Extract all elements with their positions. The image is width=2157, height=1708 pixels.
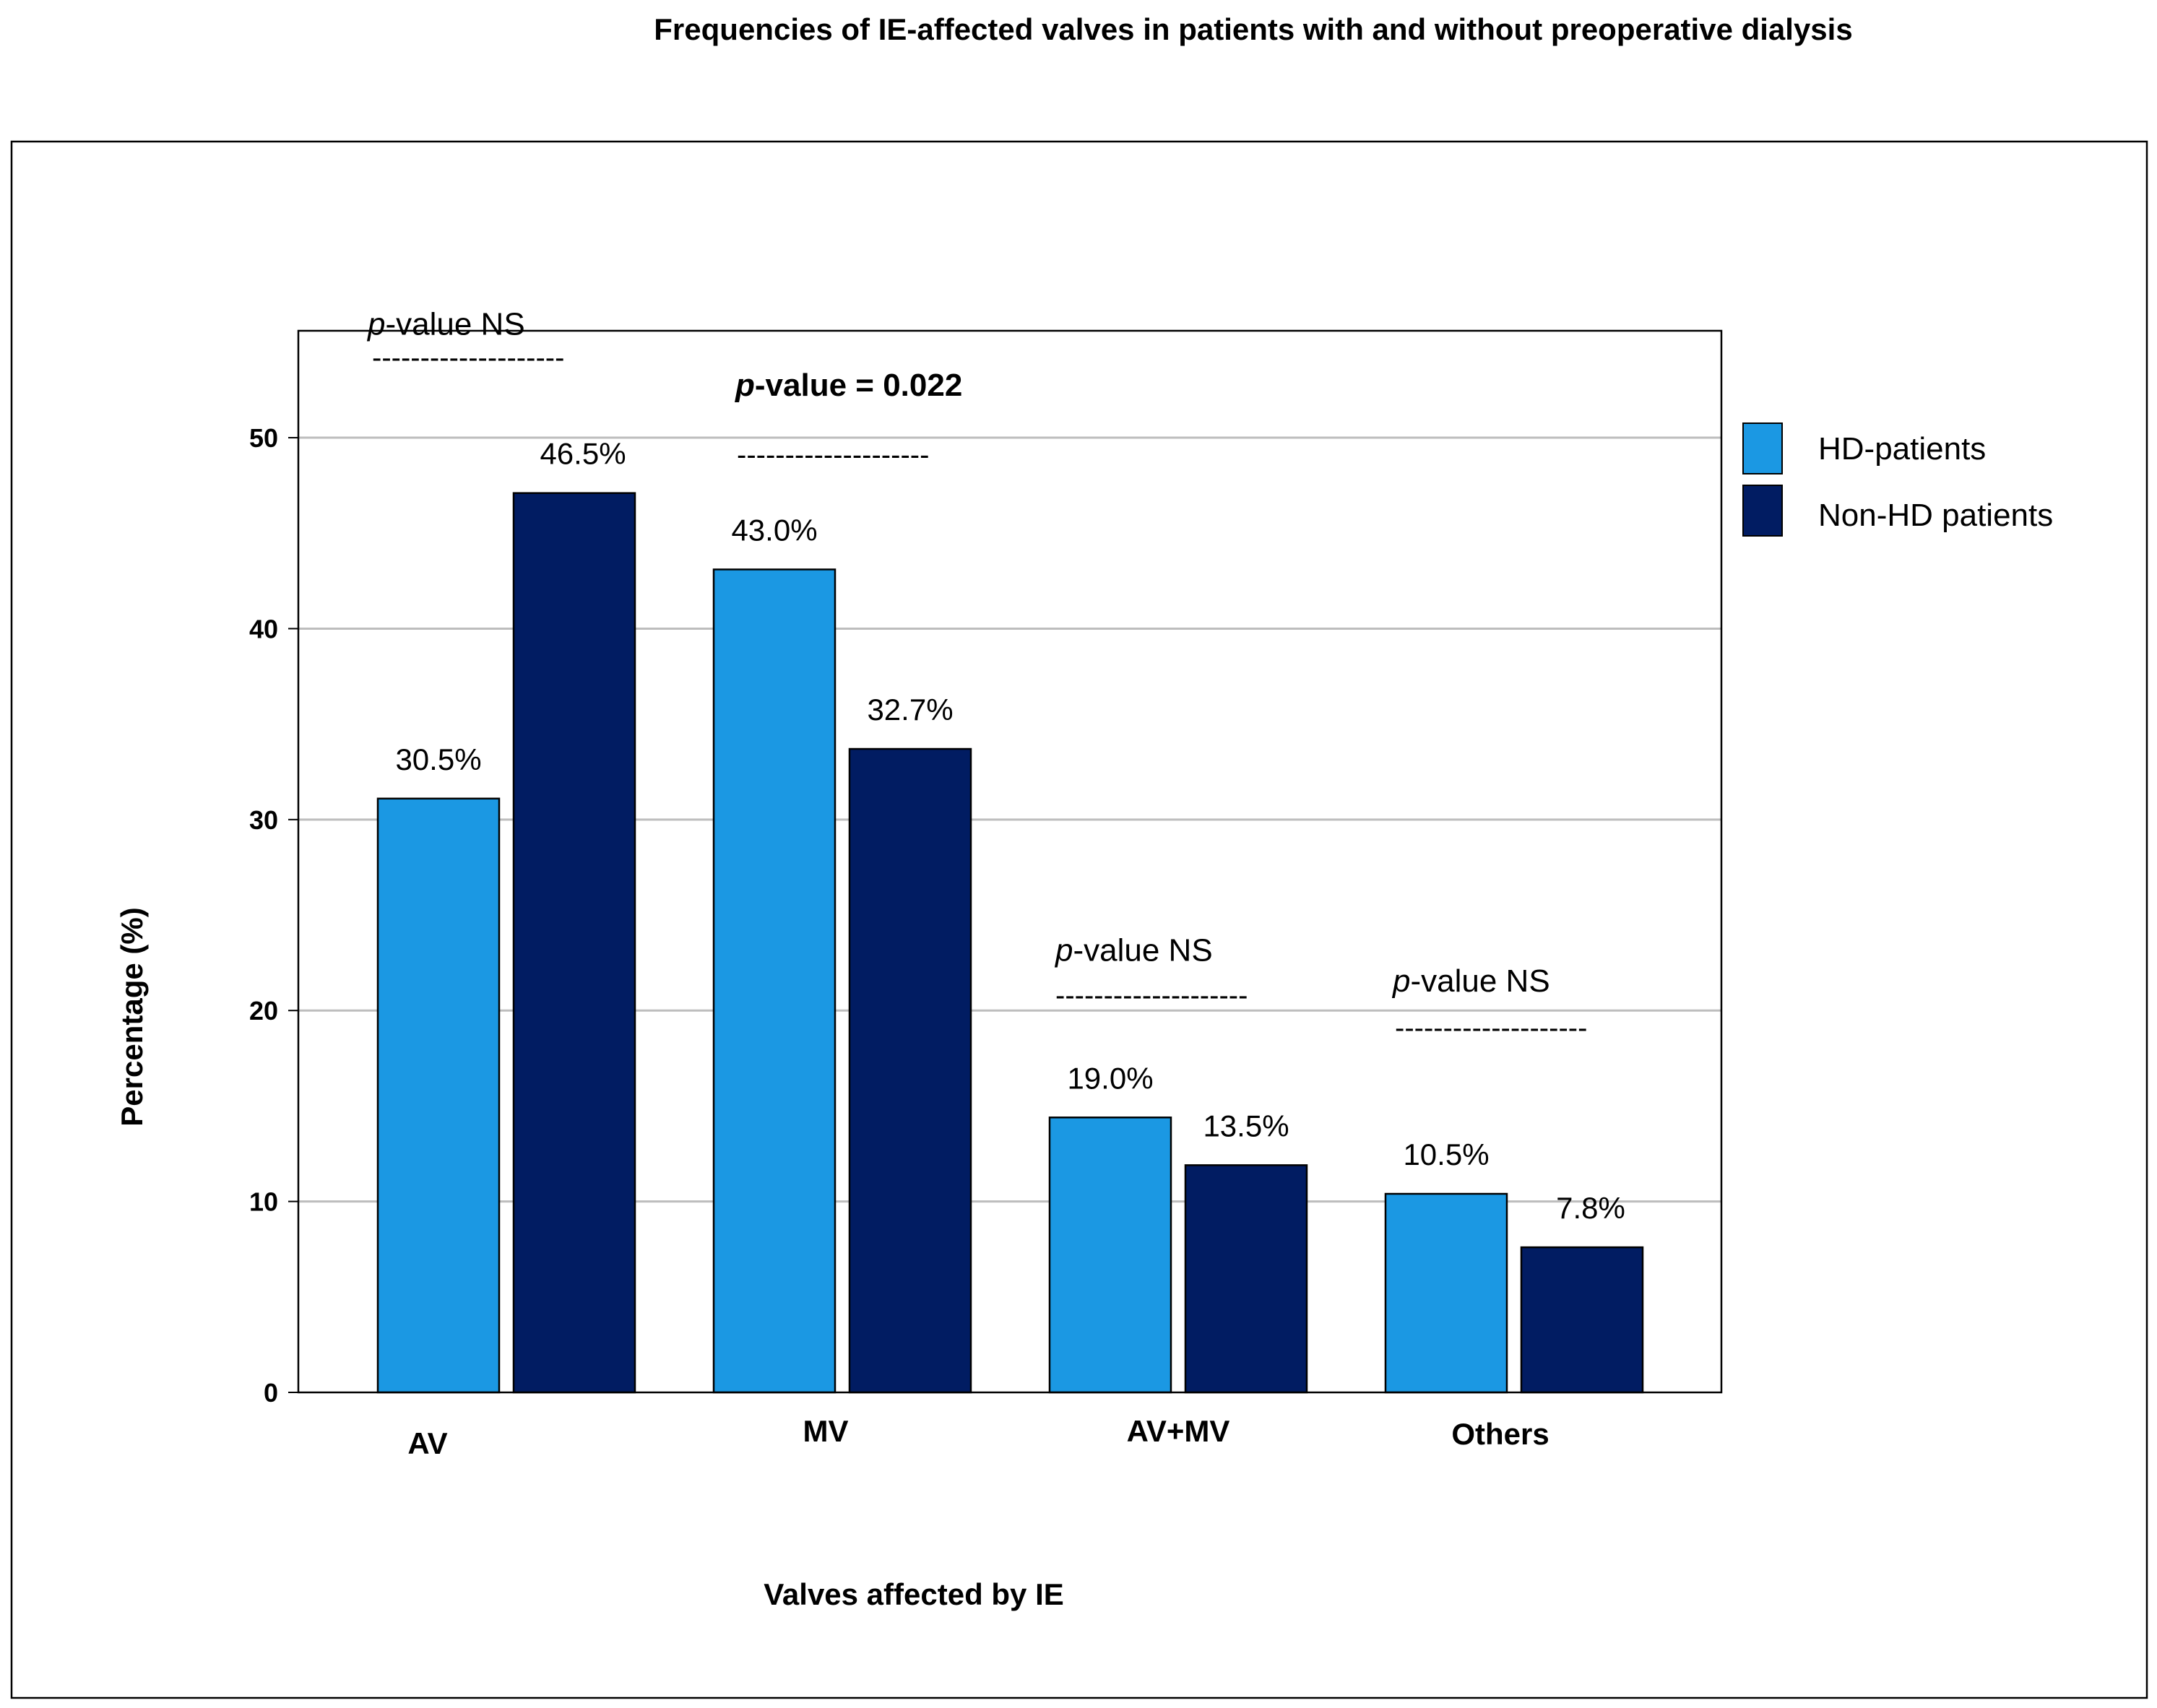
x-category-label: AV+MV (1127, 1414, 1230, 1448)
bar-non-hd-av-mv (1184, 1164, 1308, 1394)
bars (376, 492, 1644, 1394)
gridlines (298, 436, 1721, 1203)
data-label: 19.0% (1067, 1061, 1153, 1095)
legend-swatch-hd (1742, 422, 1783, 474)
y-axis-title: Percentage (%) (115, 907, 149, 1126)
p-value-label: p-value NS (366, 306, 525, 342)
data-label: 43.0% (731, 513, 817, 547)
p-value-label: p-value NS (1391, 963, 1550, 999)
y-tick-label: 30 (249, 805, 278, 835)
bar-hd-av-mv (1048, 1117, 1172, 1394)
legend-label-hd: HD-patients (1818, 431, 1986, 467)
y-tick-label: 10 (249, 1187, 278, 1217)
legend: HD-patients Non-HD patients (1742, 422, 2053, 537)
p-value-label: p-value NS (1054, 932, 1213, 968)
p-value-dash-line: -------------------- (372, 342, 564, 373)
p-value-annotations: p-value NS--------------------p-value = … (366, 306, 1587, 1044)
data-label: 46.5% (540, 437, 626, 471)
x-category-label: MV (803, 1414, 849, 1448)
bar-hd-mv (712, 568, 837, 1394)
bar-non-hd-others (1520, 1246, 1644, 1394)
p-value-label: p-value = 0.022 (735, 368, 962, 403)
bar-non-hd-mv (848, 747, 972, 1394)
x-category-label: AV (407, 1426, 447, 1460)
p-value-dash-line: -------------------- (1395, 1012, 1587, 1044)
x-category-label: Others (1451, 1417, 1549, 1451)
y-tick-label: 40 (249, 614, 278, 643)
data-label: 10.5% (1403, 1137, 1489, 1171)
p-value-dash-line: -------------------- (1055, 979, 1248, 1011)
y-tick-label: 50 (249, 423, 278, 453)
y-tick-label: 0 (264, 1378, 278, 1408)
y-ticks: 0 10 20 30 40 50 (249, 423, 298, 1408)
y-tick-label: 20 (249, 996, 278, 1026)
data-label: 32.7% (867, 693, 953, 727)
plot-frame (297, 329, 1723, 1394)
outer-frame (10, 140, 2148, 1699)
x-axis-title: Valves affected by IE (764, 1577, 1064, 1611)
bar-non-hd-av (512, 492, 636, 1394)
p-value-dash-line: -------------------- (737, 439, 929, 471)
data-labels: 30.5% 46.5% 43.0% 32.7% 19.0% 13.5% 10.5% 7.8% (395, 437, 1625, 1225)
legend-label-non-hd: Non-HD patients (1818, 498, 2053, 533)
x-categories: AV MV AV+MV Others (407, 1414, 1549, 1460)
data-label: 13.5% (1203, 1109, 1289, 1143)
bar-hd-others (1384, 1192, 1508, 1394)
data-label: 30.5% (395, 742, 481, 776)
legend-swatch-non-hd (1742, 485, 1783, 537)
bar-hd-av (376, 797, 501, 1394)
chart-title: Frequencies of IE-affected valves in pat… (654, 12, 1852, 46)
data-label: 7.8% (1556, 1191, 1625, 1225)
